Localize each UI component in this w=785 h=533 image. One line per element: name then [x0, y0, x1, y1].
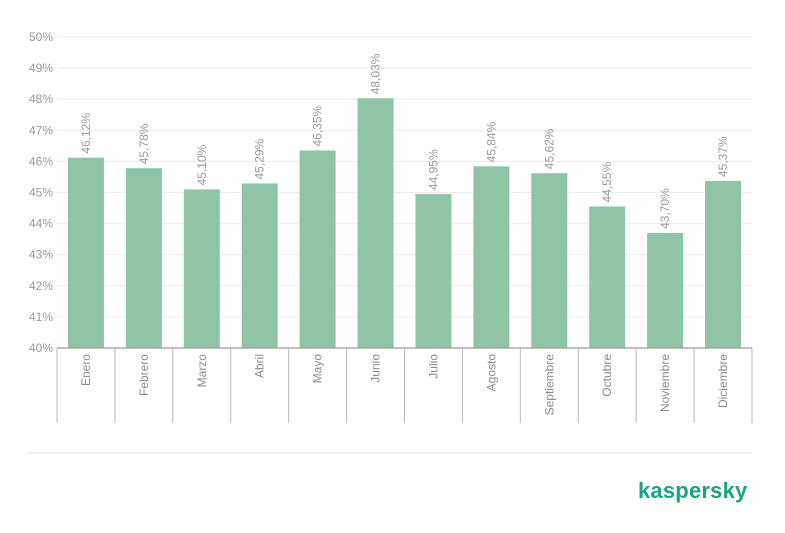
data-label: 45,29%: [253, 138, 267, 179]
gridlines: [57, 36, 752, 318]
x-tick-label: Diciembre: [716, 354, 730, 408]
x-tick-label: Octubre: [600, 354, 614, 397]
x-tick-label: Febrero: [137, 354, 151, 396]
data-label: 45,84%: [484, 121, 498, 162]
y-tick-label: 49%: [29, 61, 53, 75]
bar: [357, 98, 394, 348]
data-labels: 46,12% 45,78% 45,10% 45,29% 46,35% 48,03% 44,9…: [79, 53, 730, 229]
bar: [241, 183, 278, 348]
data-label: 43,70%: [658, 188, 672, 229]
x-tick-label: Julio: [426, 354, 440, 379]
bar: [299, 150, 336, 348]
x-tick-label: Marzo: [195, 354, 209, 388]
x-tick-label: Abril: [253, 354, 267, 378]
bar: [647, 232, 684, 348]
y-tick-label: 43%: [29, 248, 53, 262]
bars: [67, 98, 742, 348]
bar: [67, 157, 104, 348]
y-axis: 40% 41% 42% 43% 44% 45% 46% 47% 48% 49% 50%: [29, 30, 53, 355]
y-tick-label: 46%: [29, 154, 53, 168]
y-tick-label: 45%: [29, 186, 53, 200]
y-tick-label: 48%: [29, 92, 53, 106]
data-label: 45,37%: [716, 136, 730, 177]
data-label: 46,12%: [79, 113, 93, 154]
x-tick-label: Agosto: [484, 354, 498, 392]
y-tick-label: 47%: [29, 123, 53, 137]
data-label: 44,95%: [426, 149, 440, 190]
y-tick-label: 44%: [29, 217, 53, 231]
x-tick-label: Septiembre: [542, 354, 556, 416]
x-tick-label: Enero: [79, 354, 93, 386]
y-tick-label: 42%: [29, 279, 53, 293]
x-tick-label: Mayo: [311, 354, 325, 384]
x-tick-label: Noviembre: [658, 354, 672, 412]
bar: [125, 168, 162, 348]
kaspersky-logo: kaspersky: [638, 478, 748, 503]
bar: [531, 173, 568, 348]
bar: [183, 189, 220, 348]
x-axis: Enero Febrero Marzo Abril Mayo Junio Julio Agos…: [56, 347, 753, 423]
data-label: 45,62%: [542, 128, 556, 169]
bar: [589, 206, 626, 348]
bar: [473, 166, 510, 348]
data-label: 45,78%: [137, 123, 151, 164]
data-label: 45,10%: [195, 144, 209, 185]
bar: [705, 180, 742, 348]
data-label: 46,35%: [311, 105, 325, 146]
data-label: 48,03%: [369, 53, 383, 94]
x-tick-label: Junio: [369, 354, 383, 383]
y-tick-label: 50%: [29, 30, 53, 44]
y-tick-label: 40%: [29, 341, 53, 355]
y-tick-label: 41%: [29, 310, 53, 324]
data-label: 44,55%: [600, 161, 614, 202]
bar: [415, 194, 452, 348]
